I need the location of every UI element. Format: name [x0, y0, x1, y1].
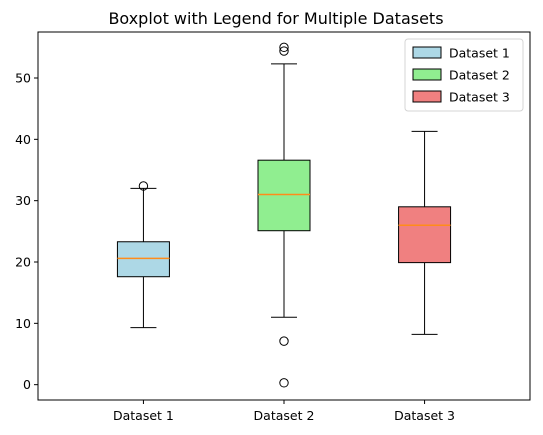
box-group-3: [398, 130, 452, 335]
outlier-point: [279, 336, 289, 346]
legend: Dataset 1 Dataset 2 Dataset 3: [404, 38, 524, 112]
y-tick-label: 50: [15, 71, 31, 86]
legend-label: Dataset 1: [449, 46, 510, 61]
y-tick-label: 40: [15, 132, 31, 147]
y-tick-label: 20: [15, 255, 31, 270]
x-tick-label: Dataset 2: [254, 408, 315, 423]
y-tick-label: 0: [23, 377, 31, 392]
chart-title: Boxplot with Legend for Multiple Dataset…: [108, 9, 443, 28]
legend-swatch: [412, 46, 442, 59]
legend-swatch: [412, 90, 442, 103]
outlier-point: [279, 42, 289, 53]
legend-swatch: [412, 68, 442, 81]
box-group-2: [257, 42, 311, 388]
box-group-1: [116, 181, 170, 329]
box: [398, 206, 452, 264]
outlier-point: [279, 378, 289, 388]
legend-label: Dataset 3: [449, 90, 510, 105]
x-tick-label: Dataset 3: [394, 408, 455, 423]
outlier-point: [138, 181, 149, 191]
y-tick-label: 10: [15, 316, 31, 331]
plot-frame: [37, 31, 531, 401]
outlier-point: [279, 46, 289, 56]
box: [257, 159, 311, 232]
legend-label: Dataset 2: [449, 68, 510, 83]
y-tick-label: 30: [15, 193, 31, 208]
box: [116, 241, 170, 278]
x-tick-label: Dataset 1: [113, 408, 174, 423]
